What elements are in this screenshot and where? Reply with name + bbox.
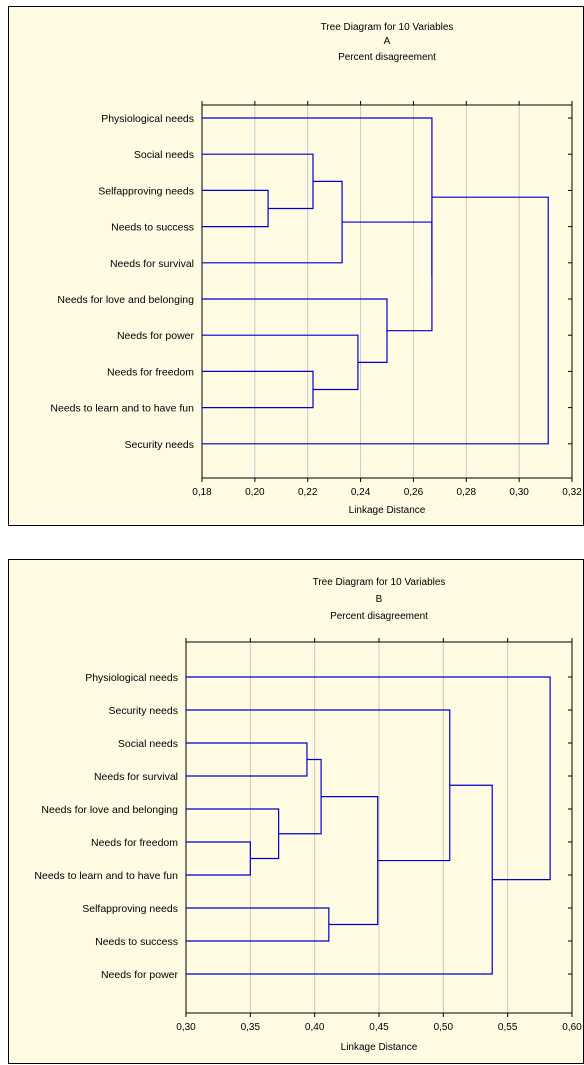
panel-label: A	[384, 36, 391, 47]
x-tick-label: 0,60	[562, 1022, 582, 1033]
x-tick-label: 0,55	[498, 1022, 518, 1033]
dendrogram-link	[202, 334, 359, 391]
x-tick-label: 0,22	[298, 487, 318, 498]
dendrogram-a-svg: Tree Diagram for 10 Variables A Percent di…	[50, 22, 582, 516]
dendrogram-link	[186, 907, 330, 942]
leaf-label: Needs to learn and to have fun	[50, 403, 194, 415]
x-tick-label: 0,24	[351, 487, 371, 498]
x-tick-label: 0,18	[192, 487, 212, 498]
x-tick-label: 0,30	[509, 487, 529, 498]
leaf-label: Needs for love and belonging	[41, 804, 178, 816]
dendrogram-b-svg: Tree Diagram for 10 Variables B Percent di…	[34, 577, 582, 1053]
dendrogram-link	[186, 784, 493, 975]
x-tick-label: 0,45	[369, 1022, 389, 1033]
x-tick-label: 0,20	[245, 487, 265, 498]
leaf-label: Selfapproving needs	[82, 903, 178, 915]
leaf-label: Social needs	[118, 738, 178, 750]
leaf-label: Needs to success	[95, 936, 178, 948]
x-tick-label: 0,28	[457, 487, 477, 498]
plot-frame	[201, 104, 573, 479]
x-axis-label: Linkage Distance	[341, 1042, 418, 1053]
leaf-label: Security needs	[125, 439, 194, 451]
x-tick-label: 0,35	[241, 1022, 261, 1033]
dendrogram-link	[202, 153, 314, 210]
leaf-label: Physiological needs	[101, 113, 194, 125]
leaf-label: Needs for love and belonging	[57, 294, 194, 306]
leaf-label: Needs for power	[101, 969, 179, 981]
x-tick-label: 0,30	[176, 1022, 196, 1033]
leaf-label: Needs for survival	[94, 771, 178, 783]
dendrogram-link	[186, 841, 251, 876]
x-tick-label: 0,32	[562, 487, 582, 498]
leaf-label: Needs to success	[111, 222, 194, 234]
dendrogram-link	[202, 117, 433, 277]
chart-title: Tree Diagram for 10 Variables	[321, 22, 454, 33]
dendrogram-link	[186, 808, 280, 860]
x-tick-label: 0,50	[434, 1022, 454, 1033]
leaf-label: Needs for freedom	[91, 837, 178, 849]
dendrogram-link	[202, 370, 314, 409]
leaf-label: Needs for freedom	[107, 366, 194, 378]
leaf-label: Needs for power	[117, 330, 195, 342]
dendrogram-link	[321, 796, 379, 926]
chart-subtitle: Percent disagreement	[330, 611, 428, 622]
dendrogram-panel-b: Tree Diagram for 10 Variables B Percent di…	[8, 559, 584, 1064]
leaf-label: Needs for survival	[110, 258, 194, 270]
dendrogram-link	[202, 180, 343, 264]
x-tick-label: 0,40	[305, 1022, 325, 1033]
x-tick-label: 0,26	[404, 487, 424, 498]
leaf-label: Physiological needs	[85, 672, 178, 684]
dendrogram-link	[202, 189, 269, 228]
leaf-label: Selfapproving needs	[98, 185, 194, 197]
dendrogram-link	[186, 742, 308, 777]
dendrogram-link	[202, 298, 388, 363]
x-axis-label: Linkage Distance	[349, 505, 426, 516]
panel-label: B	[376, 594, 383, 605]
leaf-label: Social needs	[134, 149, 194, 161]
dendrogram-link	[202, 196, 549, 445]
leaf-label: Needs to learn and to have fun	[34, 870, 178, 882]
dendrogram-link	[186, 676, 551, 881]
chart-subtitle: Percent disagreement	[338, 52, 436, 63]
leaf-label: Security needs	[109, 705, 178, 717]
dendrogram-link	[186, 709, 451, 862]
chart-title: Tree Diagram for 10 Variables	[313, 577, 446, 588]
dendrogram-panel-a: Tree Diagram for 10 Variables A Percent di…	[8, 6, 584, 526]
